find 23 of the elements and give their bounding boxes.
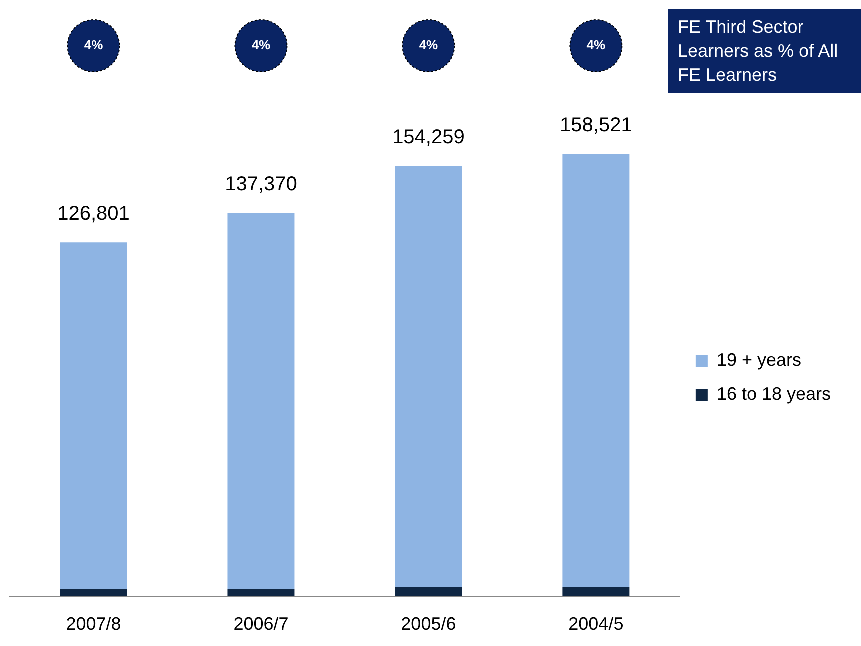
bar	[228, 589, 295, 596]
annotation: 154,259	[392, 126, 465, 149]
x-tick-label: 2005/6	[401, 614, 456, 634]
x-tick-label: 2004/5	[568, 614, 624, 634]
text: 4%	[419, 38, 439, 53]
x-tick-label: 2007/8	[66, 614, 122, 634]
x-tick-label: 2006/7	[234, 614, 289, 634]
bar	[228, 213, 295, 590]
legend-label: 19 + years	[716, 350, 802, 370]
annotation: 137,370	[225, 174, 298, 196]
annotation: 126,801	[58, 203, 130, 226]
bar	[562, 154, 630, 588]
bar	[395, 588, 462, 596]
text: 4%	[84, 38, 104, 53]
legend-label: 16 to 18 years	[716, 384, 832, 404]
bar	[395, 166, 462, 588]
text: FE Third Sector Learners as % of All FE Learners	[668, 9, 861, 93]
text: 4%	[252, 38, 272, 53]
text: 4%	[586, 38, 606, 53]
bar	[562, 588, 630, 596]
annotation: 158,521	[560, 114, 632, 137]
bar	[60, 589, 128, 596]
bar	[60, 242, 128, 590]
